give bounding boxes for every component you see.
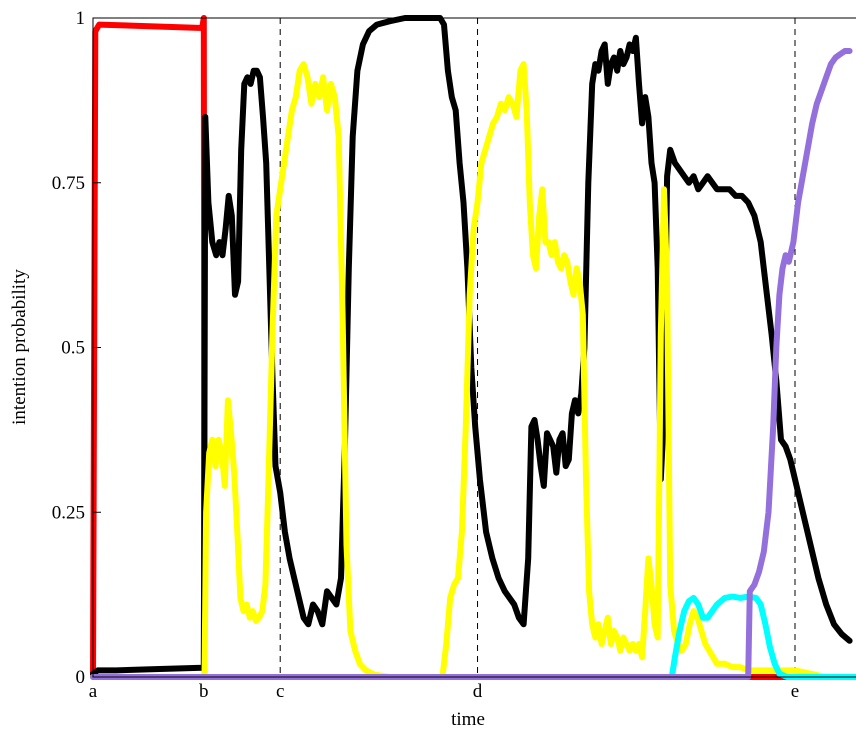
y-tick-label: 0.75 — [52, 173, 85, 194]
series-line-4 — [90, 48, 853, 680]
y-tick-label: 0.25 — [52, 502, 85, 523]
x-tick-label-a: a — [89, 681, 98, 702]
series-lines — [90, 15, 856, 680]
x-tick-label-c: c — [276, 681, 284, 702]
y-tick-label: 0 — [76, 667, 86, 688]
x-axis-label: time — [451, 709, 485, 730]
x-tick-labels: abcdef — [89, 681, 799, 702]
y-tick-label: 0.5 — [61, 338, 85, 359]
x-tick-label-b: b — [199, 681, 209, 702]
series-line-3 — [90, 593, 856, 680]
series-line-1 — [90, 15, 853, 677]
x-tick-label-d: d — [473, 681, 483, 702]
series-line-2 — [90, 61, 856, 680]
y-axis-label: intention probability — [9, 269, 30, 425]
y-tick-label: 1 — [76, 8, 86, 29]
y-ticks: 0 0.25 0.5 0.75 1 — [52, 8, 101, 688]
x-tick-label-e: e — [791, 681, 799, 702]
